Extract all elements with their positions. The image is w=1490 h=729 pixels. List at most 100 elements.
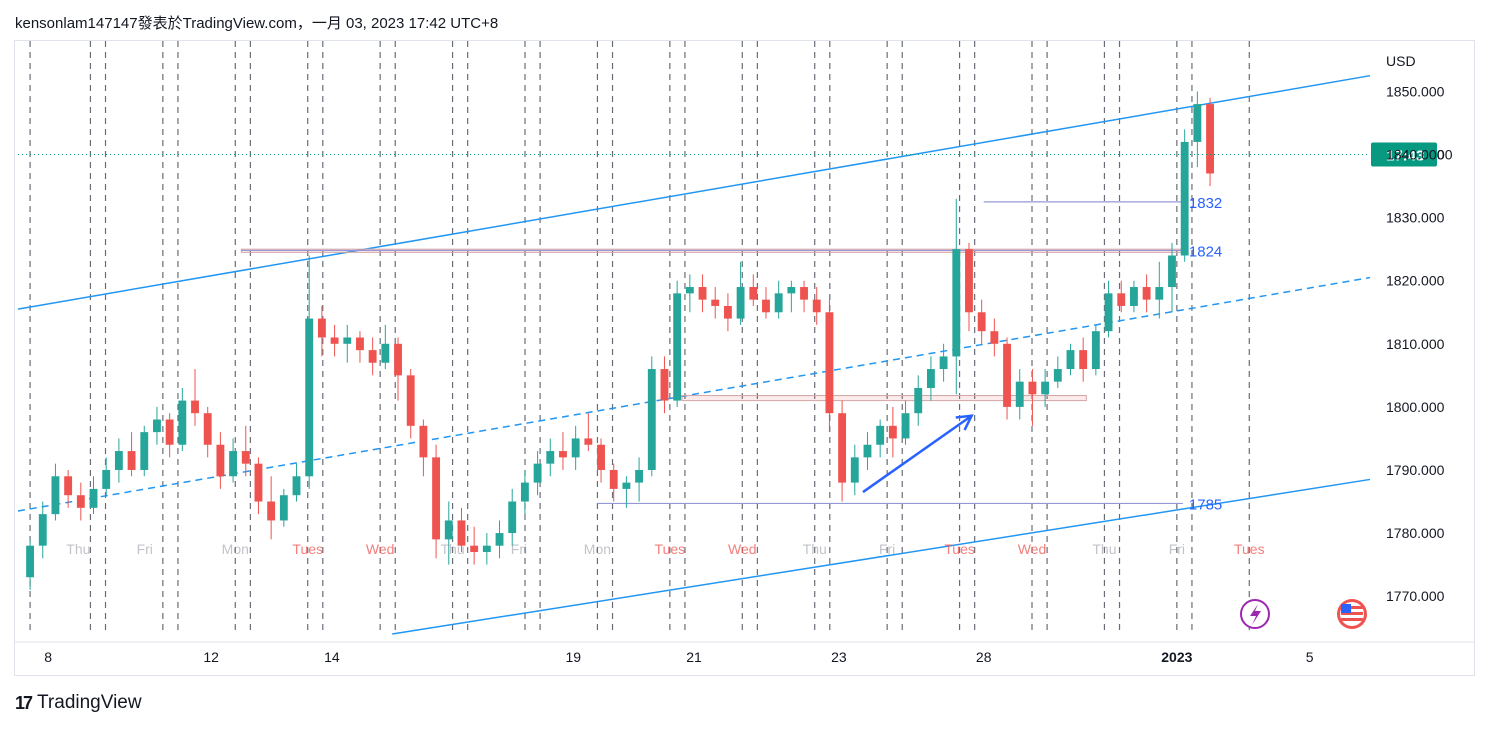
candle[interactable] — [330, 324, 339, 357]
candle[interactable] — [825, 299, 834, 433]
candle[interactable] — [685, 274, 694, 313]
candle[interactable] — [482, 533, 491, 565]
candle[interactable] — [1129, 280, 1138, 313]
candle[interactable] — [191, 369, 199, 426]
candle[interactable] — [356, 331, 364, 363]
candle[interactable] — [165, 413, 174, 458]
candle[interactable] — [1079, 337, 1088, 382]
candle[interactable] — [254, 457, 263, 515]
candle[interactable] — [584, 413, 593, 452]
flag-icon[interactable] — [1337, 599, 1367, 629]
candle[interactable] — [508, 488, 517, 546]
candle[interactable] — [229, 438, 238, 483]
candle[interactable] — [723, 293, 732, 332]
candle[interactable] — [698, 274, 707, 313]
candle[interactable] — [216, 432, 225, 489]
candle[interactable] — [127, 432, 136, 477]
candle[interactable] — [812, 287, 821, 325]
candle[interactable] — [1117, 280, 1126, 313]
candle[interactable] — [850, 444, 859, 496]
candle[interactable] — [914, 375, 923, 426]
candle[interactable] — [520, 469, 529, 515]
candle[interactable] — [965, 242, 973, 332]
candle[interactable] — [51, 463, 60, 521]
candle[interactable] — [267, 476, 276, 540]
candle[interactable] — [762, 287, 770, 319]
channel-upper-line[interactable] — [17, 74, 1371, 310]
candle[interactable] — [317, 305, 326, 357]
candle[interactable] — [457, 507, 466, 552]
arrow-shaft[interactable] — [862, 414, 973, 494]
candle[interactable] — [406, 369, 415, 439]
candle[interactable] — [1053, 356, 1062, 388]
candle[interactable] — [292, 463, 301, 502]
candle[interactable] — [546, 438, 555, 477]
candle[interactable] — [977, 299, 986, 344]
candle[interactable] — [736, 261, 745, 325]
candle[interactable] — [343, 324, 352, 363]
candle[interactable] — [876, 419, 885, 458]
candle[interactable] — [89, 476, 98, 515]
candle[interactable] — [838, 400, 847, 502]
candle[interactable] — [926, 356, 935, 401]
candle[interactable] — [1168, 242, 1176, 313]
candle[interactable] — [533, 451, 542, 496]
candle[interactable] — [114, 438, 123, 483]
candle[interactable] — [368, 337, 377, 376]
candle[interactable] — [1142, 274, 1151, 313]
candle[interactable] — [26, 539, 35, 590]
candle[interactable] — [1015, 369, 1024, 420]
candle[interactable] — [102, 457, 111, 496]
candle[interactable] — [774, 280, 783, 319]
candle[interactable] — [1028, 369, 1037, 426]
candle[interactable] — [64, 469, 73, 508]
candle[interactable] — [800, 280, 808, 313]
candle[interactable] — [1003, 337, 1011, 420]
candle[interactable] — [939, 343, 948, 382]
price-zone[interactable] — [681, 395, 1087, 402]
channel-middle-line[interactable] — [17, 276, 1371, 512]
candle[interactable] — [647, 356, 656, 477]
candle[interactable] — [952, 198, 961, 395]
candle[interactable] — [495, 520, 504, 559]
candle[interactable] — [305, 255, 314, 489]
candle[interactable] — [749, 274, 758, 306]
candle[interactable] — [394, 337, 402, 401]
candle[interactable] — [673, 280, 682, 407]
candle[interactable] — [1193, 91, 1202, 168]
candle[interactable] — [1155, 261, 1164, 319]
candle[interactable] — [990, 318, 999, 357]
candle[interactable] — [178, 387, 187, 452]
candle[interactable] — [1041, 369, 1050, 407]
candle[interactable] — [76, 482, 85, 521]
candle[interactable] — [888, 406, 897, 458]
current-price-tag[interactable] — [1371, 142, 1437, 167]
candle[interactable] — [432, 444, 441, 559]
channel-lower-line[interactable] — [392, 478, 1371, 635]
candle[interactable] — [660, 356, 669, 414]
candle[interactable] — [279, 488, 288, 527]
candle[interactable] — [1104, 280, 1113, 338]
candle[interactable] — [1180, 129, 1189, 262]
candle[interactable] — [140, 425, 149, 477]
candle[interactable] — [787, 280, 796, 313]
candle[interactable] — [419, 419, 428, 477]
candle[interactable] — [597, 438, 605, 483]
candle[interactable] — [241, 425, 250, 477]
candle[interactable] — [444, 501, 453, 565]
candle[interactable] — [381, 324, 390, 370]
candle[interactable] — [203, 406, 212, 458]
candle[interactable] — [1091, 324, 1100, 376]
candle[interactable] — [635, 457, 644, 502]
candle[interactable] — [559, 432, 567, 470]
candle[interactable] — [38, 501, 47, 559]
candle[interactable] — [153, 406, 161, 445]
candle[interactable] — [1066, 343, 1075, 376]
candle[interactable] — [609, 463, 618, 502]
candle[interactable] — [711, 287, 720, 319]
candle[interactable] — [901, 400, 910, 445]
lightning-icon[interactable] — [1240, 599, 1270, 629]
candle[interactable] — [571, 425, 580, 470]
candle[interactable] — [1206, 97, 1214, 187]
